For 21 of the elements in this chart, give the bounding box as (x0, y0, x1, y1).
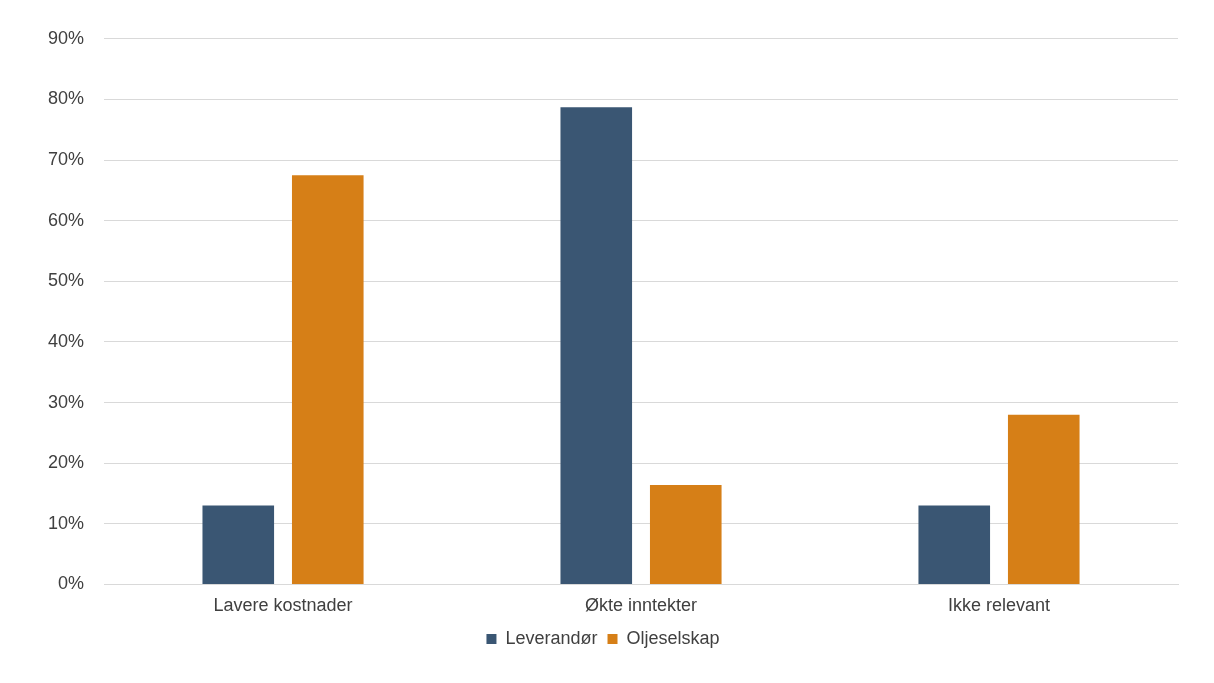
bar (1007, 414, 1080, 584)
x-tick-label: Økte inntekter (584, 595, 698, 616)
bar (560, 107, 633, 584)
y-tick-label: 40% (48, 330, 85, 351)
y-tick-label: 90% (48, 27, 85, 48)
y-tick-label: 70% (48, 149, 85, 170)
legend-label: Oljeselskap (626, 627, 720, 648)
y-tick-label: 10% (48, 512, 85, 533)
y-tick-label: 50% (48, 270, 85, 291)
y-tick-label: 20% (48, 452, 85, 473)
y-tick-label: 60% (48, 209, 85, 230)
legend-label: Leverandør (505, 627, 598, 648)
bar (918, 505, 991, 584)
y-tick-label: 80% (48, 88, 85, 109)
x-tick-label: Lavere kostnader (213, 595, 353, 616)
bar (291, 175, 364, 584)
y-tick-label: 0% (58, 573, 85, 594)
x-tick-label: Ikke relevant (947, 595, 1051, 616)
bar (202, 505, 275, 584)
y-tick-label: 30% (48, 391, 85, 412)
bar (649, 484, 722, 584)
